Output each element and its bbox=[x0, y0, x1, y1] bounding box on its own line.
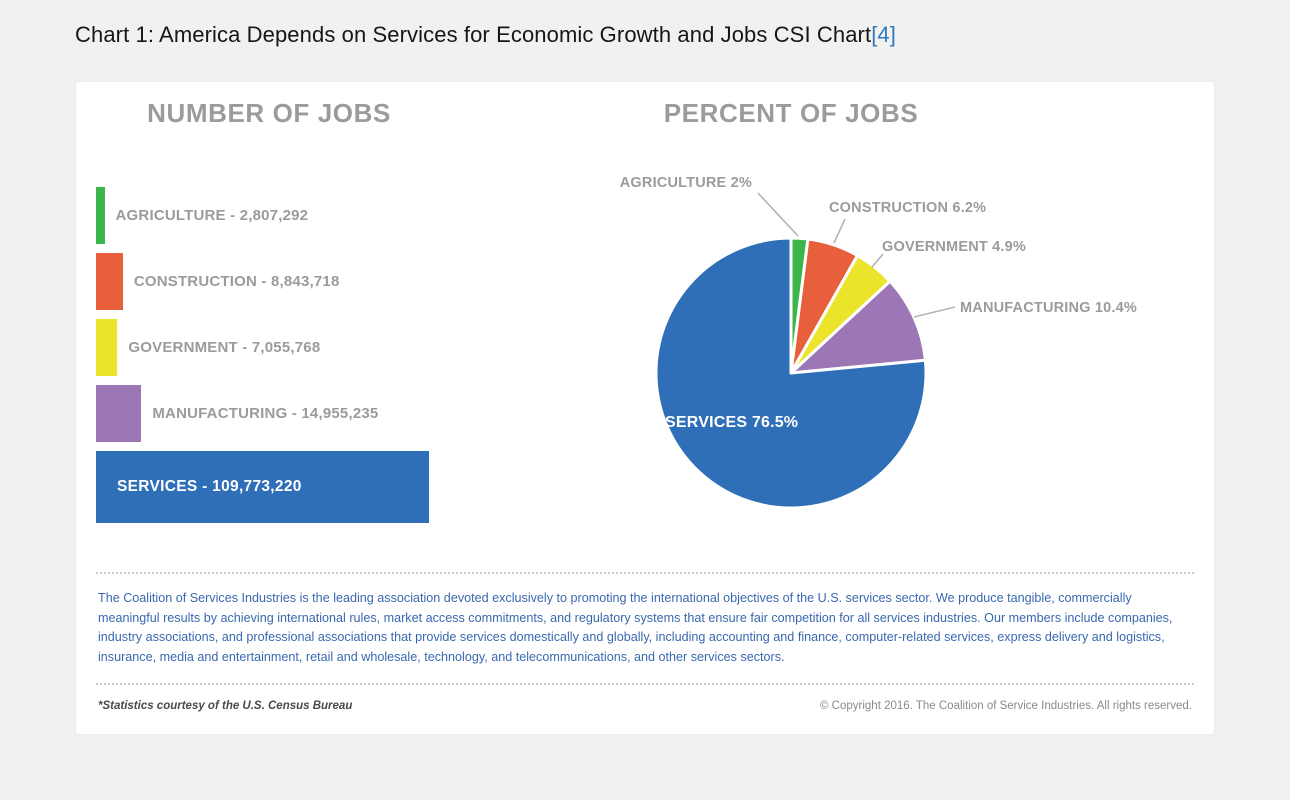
copyright-text: © Copyright 2016. The Coalition of Servi… bbox=[820, 699, 1192, 712]
bar-agriculture bbox=[96, 187, 105, 244]
pie-slice-services bbox=[654, 236, 928, 510]
pie-label-manufacturing: MANUFACTURING 10.4% bbox=[960, 300, 1137, 316]
dotted-divider-bottom bbox=[96, 682, 1194, 685]
about-text: The Coalition of Services Industries is … bbox=[98, 591, 1173, 664]
bar-row-construction: CONSTRUCTION - 8,843,718 bbox=[96, 253, 429, 310]
bar-row-manufacturing: MANUFACTURING - 14,955,235 bbox=[96, 385, 429, 442]
pie-chart-title: PERCENT OF JOBS bbox=[663, 98, 919, 128]
bar-label-construction: CONSTRUCTION - 8,843,718 bbox=[133, 273, 340, 290]
card-footer: *Statistics courtesy of the U.S. Census … bbox=[96, 697, 1194, 722]
leader-line-agriculture bbox=[757, 192, 799, 237]
bar-chart-title: NUMBER OF JOBS bbox=[147, 98, 391, 128]
leader-line-construction bbox=[833, 218, 846, 244]
bar-manufacturing bbox=[96, 385, 142, 442]
charts-row: NUMBER OF JOBS AGRICULTURE - 2,807,292 C… bbox=[96, 98, 1194, 546]
chart-card: NUMBER OF JOBS AGRICULTURE - 2,807,292 C… bbox=[75, 81, 1215, 735]
page-title: Chart 1: America Depends on Services for… bbox=[75, 22, 1215, 48]
bar-label-agriculture: AGRICULTURE - 2,807,292 bbox=[115, 207, 309, 224]
pie-chart-plot: AGRICULTURE 2% CONSTRUCTION 6.2% GOVERNM… bbox=[620, 175, 1137, 510]
bar-row-services: SERVICES - 109,773,220 bbox=[96, 451, 429, 523]
pie-label-government: GOVERNMENT 4.9% bbox=[882, 239, 1026, 255]
footnote-link[interactable]: [4] bbox=[871, 22, 896, 47]
bar-chart-plot: AGRICULTURE - 2,807,292 CONSTRUCTION - 8… bbox=[96, 187, 429, 523]
bar-label-government: GOVERNMENT - 7,055,768 bbox=[128, 339, 321, 356]
pie-slice-manufacturing bbox=[789, 279, 927, 375]
leader-line-manufacturing bbox=[913, 306, 956, 318]
leader-line-government bbox=[871, 253, 884, 268]
pie-label-services: SERVICES 76.5% bbox=[665, 414, 798, 431]
bar-label-manufacturing: MANUFACTURING - 14,955,235 bbox=[152, 405, 379, 422]
bar-services: SERVICES - 109,773,220 bbox=[96, 451, 429, 523]
bar-government bbox=[96, 319, 118, 376]
bar-chart: NUMBER OF JOBS AGRICULTURE - 2,807,292 C… bbox=[96, 98, 556, 546]
bar-label-services: SERVICES - 109,773,220 bbox=[117, 478, 302, 495]
statistics-credit: *Statistics courtesy of the U.S. Census … bbox=[98, 699, 353, 712]
pie-slices bbox=[654, 236, 928, 510]
dotted-divider-top bbox=[96, 572, 1194, 574]
bar-construction bbox=[96, 253, 123, 310]
bar-row-agriculture: AGRICULTURE - 2,807,292 bbox=[96, 187, 429, 244]
pie-label-agriculture: AGRICULTURE 2% bbox=[620, 175, 752, 191]
pie-chart: PERCENT OF JOBS AGRICULTURE 2% CONSTRUCT… bbox=[556, 98, 1194, 546]
pie-label-construction: CONSTRUCTION 6.2% bbox=[829, 200, 986, 216]
page: Chart 1: America Depends on Services for… bbox=[75, 22, 1215, 735]
bar-row-government: GOVERNMENT - 7,055,768 bbox=[96, 319, 429, 376]
page-title-text: Chart 1: America Depends on Services for… bbox=[75, 22, 872, 47]
